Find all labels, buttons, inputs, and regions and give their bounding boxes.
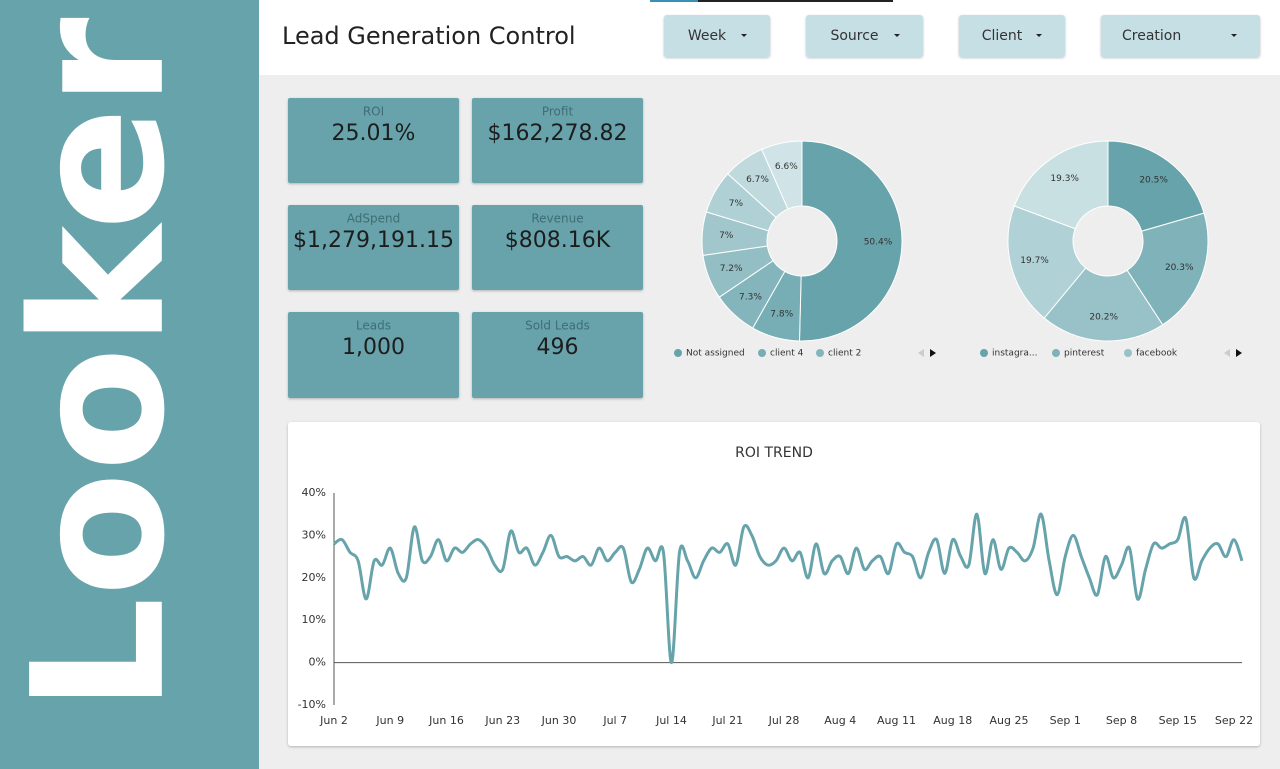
x-tick-label: Aug 11 bbox=[877, 714, 916, 727]
dropdown-arrow bbox=[1036, 34, 1042, 37]
legend-dot bbox=[758, 349, 766, 357]
kpi-card bbox=[288, 312, 459, 398]
kpi-label: Revenue bbox=[531, 212, 583, 226]
slice-label: 6.6% bbox=[775, 162, 798, 172]
filter-button[interactable] bbox=[959, 15, 1065, 57]
page-title: Lead Generation Control bbox=[282, 22, 576, 50]
legend-next[interactable] bbox=[930, 349, 936, 357]
filter-button[interactable] bbox=[1101, 15, 1260, 57]
slice-label: 20.3% bbox=[1165, 263, 1194, 273]
pie-slice bbox=[798, 140, 903, 342]
legend-label: facebook bbox=[1136, 349, 1178, 359]
pie-slice bbox=[1007, 205, 1087, 319]
x-tick-label: Jun 2 bbox=[319, 714, 348, 727]
kpi-card bbox=[472, 98, 643, 183]
kpi-value: 496 bbox=[537, 335, 579, 360]
x-tick-label: Jul 21 bbox=[711, 714, 743, 727]
legend-dot bbox=[816, 349, 824, 357]
legend-label: client 4 bbox=[770, 349, 804, 359]
kpi-value: 25.01% bbox=[332, 121, 416, 146]
kpi-label: Leads bbox=[356, 319, 391, 333]
y-tick-label: -10% bbox=[298, 698, 326, 711]
brand: Looker bbox=[0, 17, 205, 713]
slice-label: 20.2% bbox=[1089, 312, 1118, 322]
slice-label: 19.7% bbox=[1020, 256, 1049, 266]
pie-slice bbox=[1126, 212, 1209, 326]
filter-button[interactable] bbox=[806, 15, 923, 57]
y-tick-label: 10% bbox=[302, 613, 326, 626]
tab-line bbox=[698, 0, 893, 2]
sidebar bbox=[0, 0, 259, 769]
filter-button[interactable] bbox=[664, 15, 770, 57]
kpi-label: Profit bbox=[542, 105, 574, 119]
legend-label: Not assigned bbox=[686, 349, 745, 359]
legend-dot bbox=[1052, 349, 1060, 357]
legend-dot bbox=[980, 349, 988, 357]
legend-next[interactable] bbox=[1236, 349, 1242, 357]
kpi-card bbox=[472, 312, 643, 398]
kpi-label: Sold Leads bbox=[525, 319, 590, 333]
y-tick-label: 0% bbox=[309, 656, 326, 669]
x-tick-label: Jul 7 bbox=[602, 714, 627, 727]
legend-dot bbox=[1124, 349, 1132, 357]
pie-slice bbox=[1013, 140, 1109, 230]
x-tick-label: Jun 30 bbox=[541, 714, 577, 727]
trend-card bbox=[288, 422, 1260, 746]
dropdown-arrow bbox=[741, 34, 747, 37]
legend-label: pinterest bbox=[1064, 349, 1105, 359]
pie-slice bbox=[1107, 140, 1205, 232]
kpi-card bbox=[472, 205, 643, 290]
legend-dot bbox=[674, 349, 682, 357]
slice-label: 7% bbox=[729, 199, 744, 209]
slice-label: 7.2% bbox=[720, 264, 743, 274]
x-tick-label: Aug 4 bbox=[824, 714, 856, 727]
y-tick-label: 30% bbox=[302, 528, 326, 541]
pie-slice bbox=[761, 140, 803, 210]
slice-label: 7.3% bbox=[739, 292, 762, 302]
x-tick-label: Aug 18 bbox=[933, 714, 972, 727]
slice-label: 50.4% bbox=[864, 237, 893, 247]
slice-label: 19.3% bbox=[1050, 174, 1079, 184]
x-tick-label: Sep 8 bbox=[1106, 714, 1137, 727]
dropdown-arrow bbox=[894, 34, 900, 37]
kpi-value: 1,000 bbox=[342, 335, 405, 360]
x-tick-label: Jun 9 bbox=[375, 714, 404, 727]
filter-label: Week bbox=[688, 28, 727, 44]
slice-label: 7.8% bbox=[770, 310, 793, 320]
chart-title: ROI TREND bbox=[735, 445, 813, 461]
y-tick-label: 20% bbox=[302, 571, 326, 584]
x-tick-label: Jun 23 bbox=[484, 714, 520, 727]
trend-line bbox=[333, 512, 1244, 665]
x-tick-label: Sep 1 bbox=[1050, 714, 1081, 727]
kpi-value: $808.16K bbox=[505, 228, 611, 253]
x-tick-label: Jun 16 bbox=[428, 714, 464, 727]
y-tick-label: 40% bbox=[302, 486, 326, 499]
filter-label: Source bbox=[830, 28, 878, 44]
slice-label: 6.7% bbox=[746, 175, 769, 185]
legend-label: instagra... bbox=[992, 349, 1037, 359]
slice-label: 20.5% bbox=[1139, 176, 1168, 186]
tab-indicator bbox=[650, 0, 698, 2]
filter-label: Client bbox=[982, 28, 1023, 44]
dropdown-arrow bbox=[1231, 34, 1237, 37]
legend-prev[interactable] bbox=[918, 349, 924, 357]
x-tick-label: Aug 25 bbox=[989, 714, 1028, 727]
x-tick-label: Sep 15 bbox=[1159, 714, 1197, 727]
legend-prev[interactable] bbox=[1224, 349, 1230, 357]
x-tick-label: Jul 28 bbox=[768, 714, 800, 727]
kpi-value: $162,278.82 bbox=[488, 121, 628, 146]
kpi-label: AdSpend bbox=[347, 212, 400, 226]
slice-label: 7% bbox=[719, 231, 734, 241]
legend-label: client 2 bbox=[828, 349, 861, 359]
kpi-value: $1,279,191.15 bbox=[293, 228, 454, 253]
pie-slice bbox=[1043, 267, 1164, 342]
kpi-card bbox=[288, 98, 459, 183]
kpi-label: ROI bbox=[363, 105, 384, 119]
x-tick-label: Sep 22 bbox=[1215, 714, 1253, 727]
x-tick-label: Jul 14 bbox=[655, 714, 687, 727]
kpi-card bbox=[288, 205, 459, 290]
filter-label: Creation bbox=[1122, 28, 1181, 44]
